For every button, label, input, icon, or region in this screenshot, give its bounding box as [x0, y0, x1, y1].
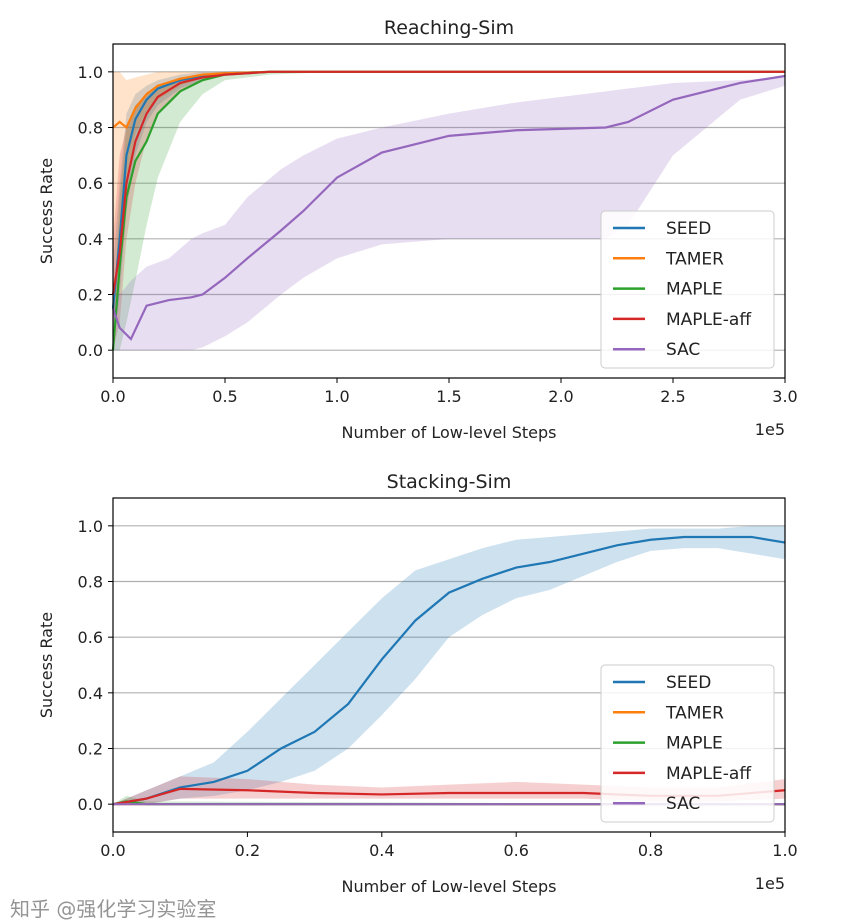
x-tick-label: 2.5: [660, 387, 685, 406]
legend-label: SEED: [666, 673, 711, 693]
y-axis-label: Success Rate: [37, 158, 56, 264]
y-tick-label: 0.4: [78, 230, 103, 249]
legend-box: [600, 210, 775, 369]
band-maple: [113, 71, 785, 351]
y-tick-label: 0.0: [78, 795, 103, 814]
legend-label: SEED: [666, 219, 711, 239]
chart-title: Reaching-Sim: [384, 17, 514, 39]
x-tick-label: 0.2: [235, 841, 260, 860]
x-tick-label: 0.5: [212, 387, 237, 406]
y-tick-label: 1.0: [78, 517, 103, 536]
y-tick-label: 0.8: [78, 119, 103, 138]
y-tick-label: 0.8: [78, 573, 103, 592]
x-axis-label: Number of Low-level Steps: [341, 423, 556, 442]
x-tick-label: 0.0: [100, 387, 125, 406]
y-tick-label: 0.2: [78, 286, 103, 305]
x-tick-label: 0.8: [638, 841, 663, 860]
band-maple: [113, 795, 785, 805]
legend-label: MAPLE-aff: [666, 310, 752, 330]
x-axis-label: Number of Low-level Steps: [341, 877, 556, 896]
x-offset-label: 1e5: [755, 874, 785, 893]
legend-box: [600, 664, 775, 823]
legend-label: MAPLE: [666, 734, 723, 754]
series-line-maple-aff: [111, 70, 785, 295]
y-tick-label: 0.2: [78, 740, 103, 759]
legend-label: TAMER: [665, 703, 724, 723]
y-tick-label: 0.6: [78, 628, 103, 647]
band-sac: [113, 77, 785, 351]
x-tick-label: 0.4: [369, 841, 394, 860]
legend-label: MAPLE: [666, 280, 723, 300]
band-seed: [113, 525, 785, 805]
chart-title: Stacking-Sim: [387, 471, 512, 493]
y-tick-label: 0.6: [78, 174, 103, 193]
y-axis-label: Success Rate: [37, 612, 56, 718]
series-line-sac: [111, 74, 786, 341]
legend: SEED TAMER MAPLE MAPLE-aff SAC: [600, 210, 775, 369]
subplot-1: 0.0 0.2 0.4 0.6 0.8 1.0 0.0 0.2 0.4 0.6 0.8 1.0 Stac…: [37, 471, 798, 896]
x-tick-label: 1.0: [324, 387, 349, 406]
legend-label: MAPLE-aff: [666, 764, 752, 784]
x-tick-label: 0.0: [100, 841, 125, 860]
legend-label: SAC: [666, 340, 700, 360]
x-offset-label: 1e5: [755, 420, 785, 439]
x-tick-label: 1.5: [436, 387, 461, 406]
legend: SEED TAMER MAPLE MAPLE-aff SAC: [600, 664, 775, 823]
legend-label: TAMER: [665, 249, 724, 269]
y-tick-label: 0.0: [78, 341, 103, 360]
y-tick-label: 1.0: [78, 63, 103, 82]
y-tick-label: 0.4: [78, 684, 103, 703]
series-line-seed: [112, 535, 786, 806]
x-tick-label: 3.0: [772, 387, 797, 406]
axes-frame: [112, 43, 786, 379]
axes-frame: [112, 497, 786, 833]
x-tick-label: 2.0: [548, 387, 573, 406]
watermark: 知乎 @强化学习实验室: [10, 897, 217, 921]
subplot-0: 0.0 0.2 0.4 0.6 0.8 1.0 0.0 0.5 1.0 1.5 2.0 2.5 3.0 R…: [37, 17, 798, 442]
x-tick-label: 0.6: [503, 841, 528, 860]
legend-label: SAC: [666, 794, 700, 814]
x-tick-label: 1.0: [772, 841, 797, 860]
